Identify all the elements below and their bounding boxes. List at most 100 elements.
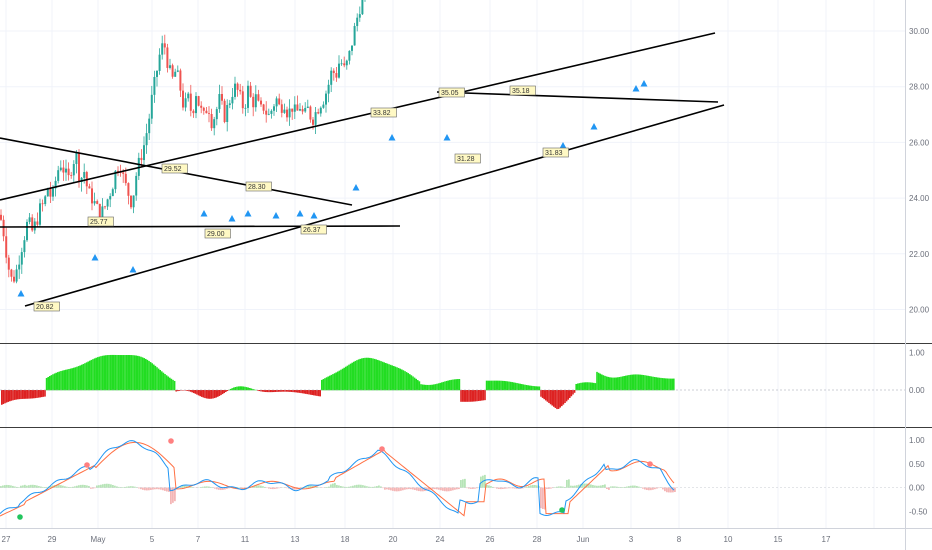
candle-body [91, 188, 93, 204]
histogram-bar [593, 382, 595, 391]
osc2-histogram-bar [270, 487, 272, 489]
osc2-histogram-bar [0, 486, 2, 488]
histogram-bar [82, 363, 85, 391]
candle-body [26, 221, 28, 241]
osc2-histogram-bar [490, 486, 492, 488]
histogram-bar [138, 356, 141, 391]
histogram-bar [389, 364, 392, 391]
histogram-bar [404, 371, 406, 391]
histogram-bar [162, 372, 165, 391]
osc2-histogram-bar [138, 487, 140, 489]
cross-dot-2 [84, 462, 90, 468]
osc2-histogram-bar [428, 487, 430, 491]
candle-body [171, 65, 174, 77]
osc2-histogram-bar [112, 484, 114, 488]
histogram-bar [426, 384, 429, 391]
histogram-bar [364, 357, 366, 391]
histogram-bar [369, 357, 371, 391]
osc2-tick-3: -0.50 [909, 507, 928, 516]
price-label-8: 35.18 [512, 88, 530, 95]
candle-body [78, 152, 80, 182]
osc2-histogram-bar [448, 487, 450, 492]
osc2-histogram-bar [26, 485, 28, 488]
histogram-bar [258, 390, 261, 392]
histogram-bar [20, 390, 22, 400]
histogram-bar [434, 384, 437, 391]
osc2-histogram-bar [376, 486, 378, 488]
histogram-bar [490, 380, 493, 391]
candle-body [80, 177, 83, 182]
histogram-bar [420, 384, 422, 391]
osc2-histogram-bar [634, 485, 636, 488]
candle-body [189, 93, 192, 111]
osc2-histogram-bar [140, 487, 142, 490]
histogram-bar [663, 378, 665, 391]
histogram-bar [234, 387, 237, 391]
candle-body [221, 94, 223, 101]
histogram-bar [655, 377, 657, 391]
osc2-histogram-bar [654, 487, 656, 490]
histogram-bar [311, 390, 313, 396]
candle-body [195, 96, 197, 114]
candle-body [239, 89, 242, 92]
histogram-bar [546, 390, 549, 402]
osc2-histogram-bar [476, 487, 478, 489]
signal-marker-0 [17, 290, 25, 297]
histogram-bar [417, 380, 419, 391]
osc2-histogram-bar [330, 484, 332, 488]
osc2-histogram-bar [288, 487, 290, 489]
osc2-histogram-bar [590, 484, 592, 488]
histogram-bar [402, 370, 405, 391]
candle-body [273, 106, 275, 111]
osc2-histogram-bar [204, 486, 206, 488]
osc2-histogram-bar [618, 486, 620, 488]
histogram-bar [556, 390, 558, 410]
osc2-histogram-bar [632, 485, 634, 488]
osc2-histogram-bar [164, 487, 166, 491]
histogram-bar [140, 356, 142, 391]
histogram-bar [554, 390, 557, 408]
histogram-bar [471, 390, 473, 402]
candle-body [213, 119, 216, 129]
osc2-histogram-bar [158, 487, 160, 490]
histogram-bar [385, 362, 387, 391]
histogram-bar [145, 358, 147, 391]
histogram-bar [503, 380, 505, 391]
histogram-bar [289, 390, 291, 392]
osc2-histogram-bar [400, 487, 402, 491]
time-tick-3: 5 [150, 535, 155, 544]
osc2-histogram-bar [426, 487, 428, 491]
osc2-histogram-bar [570, 485, 572, 488]
osc2-histogram-bar [550, 487, 552, 489]
osc2-histogram-bar [76, 485, 78, 488]
osc2-histogram-bar [360, 484, 362, 488]
candle-body [33, 221, 36, 231]
candle-body [262, 104, 265, 111]
osc2-histogram-bar [606, 487, 608, 489]
time-tick-6: 13 [291, 535, 300, 544]
price-tick-0: 20.00 [909, 306, 930, 315]
histogram-bar [668, 378, 670, 391]
candle-body [223, 100, 226, 123]
histogram-bar [383, 362, 385, 391]
histogram-bar [175, 390, 177, 392]
price-label-box-7 [438, 87, 465, 98]
candle-body [288, 108, 291, 118]
osc2-histogram-bar [214, 487, 216, 489]
osc2-histogram-bar [502, 487, 504, 489]
candle-body [187, 93, 190, 99]
osc2-histogram-bar [184, 485, 186, 488]
osc2-histogram-bar [584, 483, 586, 488]
cross-dot-4 [379, 446, 385, 452]
osc2-histogram-bar [412, 487, 414, 490]
signal-marker-6 [272, 212, 280, 219]
histogram-bar [620, 376, 622, 391]
osc2-histogram-bar [658, 487, 660, 489]
histogram-bar [135, 355, 137, 391]
candle-body [312, 119, 314, 125]
osc2-histogram-bar [534, 484, 536, 488]
osc2-histogram-bar [30, 484, 32, 488]
histogram-bar [626, 375, 629, 391]
osc2-histogram-bar [4, 485, 6, 488]
